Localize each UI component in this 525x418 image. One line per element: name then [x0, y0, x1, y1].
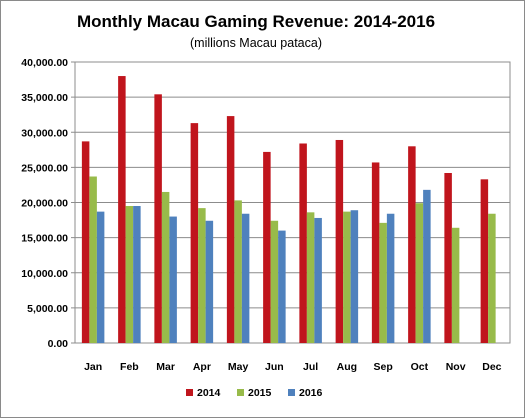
gridlines — [71, 61, 511, 344]
bar-2014-nov — [444, 172, 452, 343]
bar-2015-mar — [161, 191, 170, 343]
plot-area-border — [74, 61, 511, 344]
x-tick-label: Feb — [120, 361, 139, 373]
bar-2016-apr — [205, 220, 214, 343]
x-tick-label: Nov — [446, 361, 466, 373]
bar-2016-aug — [350, 210, 359, 343]
x-tick-label: Dec — [482, 361, 501, 373]
bar-2014-apr — [190, 123, 199, 344]
bar-2015-dec — [488, 213, 496, 343]
legend-label-2014: 2014 — [197, 387, 221, 399]
legend-swatch-2014 — [186, 389, 193, 396]
x-tick-label: May — [228, 361, 249, 373]
x-tick-label: Jul — [303, 361, 318, 373]
y-tick-label: 10,000.00 — [21, 268, 68, 280]
bar-2014-feb — [118, 76, 126, 344]
y-tick-label: 30,000.00 — [21, 127, 68, 139]
bar-2016-oct — [423, 189, 431, 343]
bar-2016-feb — [133, 206, 141, 343]
bar-2014-mar — [154, 94, 162, 343]
y-tick-label: 0.00 — [48, 338, 69, 350]
x-axis-ticks: Jan Feb Mar Apr May Jun Jul Aug Sep Oct Nov Dec — [84, 361, 502, 373]
chart-subtitle: (millions Macau pataca) — [190, 36, 322, 50]
y-tick-label: 5,000.00 — [27, 303, 68, 315]
bar-2015-jun — [270, 220, 279, 343]
x-tick-label: Jan — [84, 361, 102, 373]
bar-2016-jun — [278, 230, 286, 343]
bar-2014-aug — [335, 139, 344, 343]
bar-2014-may — [226, 116, 235, 343]
legend: 2014 2015 2016 — [186, 387, 323, 399]
bar-2014-oct — [408, 146, 416, 343]
x-tick-label: Aug — [337, 361, 357, 373]
x-tick-label: Sep — [373, 361, 392, 373]
bar-2016-jul — [314, 217, 322, 343]
y-tick-label: 40,000.00 — [21, 57, 68, 69]
bar-2015-nov — [451, 227, 460, 343]
legend-label-2016: 2016 — [299, 387, 323, 399]
legend-label-2015: 2015 — [248, 387, 272, 399]
x-tick-label: Oct — [411, 361, 429, 373]
bar-2015-oct — [415, 203, 424, 343]
bar-2014-sep — [371, 162, 380, 343]
legend-swatch-2016 — [288, 389, 295, 396]
bar-2015-may — [234, 200, 242, 343]
bar-2016-mar — [169, 216, 177, 343]
y-tick-label: 35,000.00 — [21, 92, 68, 104]
y-axis-ticks: 0.00 5,000.00 10,000.00 15,000.00 20,000.00 2… — [21, 57, 68, 350]
bar-2014-jul — [299, 143, 307, 343]
legend-swatch-2015 — [237, 389, 244, 396]
y-tick-label: 15,000.00 — [21, 233, 68, 245]
bar-2015-apr — [198, 208, 206, 343]
bar-2015-aug — [343, 211, 351, 343]
x-tick-label: Apr — [193, 361, 211, 373]
chart-title: Monthly Macau Gaming Revenue: 2014-2016 — [77, 12, 435, 31]
bar-2016-may — [241, 213, 250, 343]
bar-2016-jan — [96, 211, 105, 343]
bar-2014-jun — [263, 151, 271, 343]
bar-2015-jul — [306, 212, 315, 343]
bar-2014-jan — [81, 141, 90, 343]
bar-2015-sep — [379, 222, 387, 343]
y-tick-label: 20,000.00 — [21, 198, 68, 210]
bar-2014-dec — [480, 179, 489, 343]
bars — [81, 76, 496, 344]
y-tick-label: 25,000.00 — [21, 162, 68, 174]
bar-2015-jan — [89, 176, 97, 343]
bar-2015-feb — [125, 206, 134, 343]
x-tick-label: Mar — [156, 361, 175, 373]
bar-2016-sep — [386, 213, 395, 343]
x-tick-label: Jun — [265, 361, 284, 373]
